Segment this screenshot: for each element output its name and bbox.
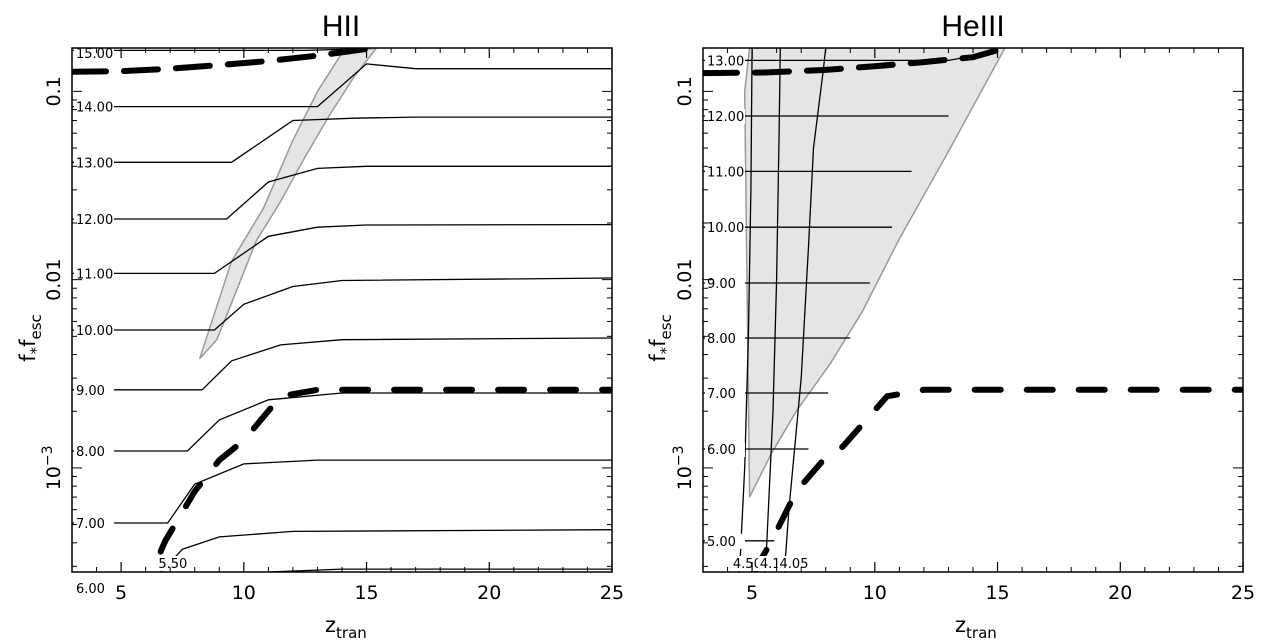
contour-label-bg: [74, 99, 114, 115]
x-tick-label-15: 15: [985, 582, 1009, 604]
contour-line-10.00: [72, 277, 612, 331]
x-tick-label-5: 5: [746, 582, 758, 604]
contour-label-14.00: 14.00: [76, 101, 113, 116]
contour-line-9.00: [72, 337, 612, 391]
contour-label-bg: [74, 382, 114, 398]
contour-label-8.00: 8.00: [76, 445, 105, 460]
x-tick-label-10: 10: [863, 582, 887, 604]
x-tick-label-10: 10: [232, 582, 256, 604]
contour-label-7.00: 7.00: [707, 387, 736, 402]
contour-label-9.00: 9.00: [76, 384, 105, 399]
contour-line-13.00: [72, 116, 612, 163]
contour-label-bg: [156, 556, 197, 571]
contour-label-bg: [74, 155, 114, 171]
x-tick-label-15: 15: [354, 582, 378, 604]
contour-label-6.00: 6.00: [76, 582, 105, 597]
x-axis-label-heiii: ztran: [955, 613, 997, 640]
contour-label-bg: [705, 53, 745, 69]
contour-label-bg: [777, 556, 818, 571]
y-tick-label-2: 10−3: [40, 445, 65, 490]
heiii-panel: HeIII ztran f*fesc 13.00 12.00 11.00 10.00 9…: [646, 10, 1255, 640]
contour-line-11.00: [72, 223, 612, 275]
y-tick-label-0: 0.1: [43, 76, 65, 106]
contour-label-bg: [74, 581, 114, 597]
contour-label-10.00: 10.00: [76, 324, 113, 339]
x-tick-label-25: 25: [600, 582, 624, 604]
y-axis-label-heiii: f*fesc: [646, 314, 675, 362]
contour-label-bg: [705, 109, 745, 125]
contour-label-bg: [705, 275, 745, 291]
plot-frame: [71, 47, 613, 573]
contour-label-bg: [705, 533, 745, 549]
x-tick-label-20: 20: [1108, 582, 1132, 604]
contour-line-8.00: [72, 392, 612, 452]
contour-label-9.00: 9.00: [707, 277, 736, 292]
contour-label-bg: [74, 211, 114, 227]
dashed-curve: [72, 48, 377, 75]
shaded-region: [198, 48, 378, 360]
x-tick-label-20: 20: [477, 582, 501, 604]
contour-label-bg: [705, 330, 745, 346]
hii-panel: HII ztran f*fesc 15.00 14.00 13.00 12.00 11.…: [16, 10, 624, 640]
contour-line-7.00: [72, 459, 612, 524]
plot-area: [703, 48, 1243, 572]
contour-line-6.00: [159, 529, 612, 572]
contour-label-bg: [705, 385, 745, 401]
contour-line-15.00: [72, 48, 355, 52]
contour-label-5.00: 5.00: [707, 535, 736, 550]
contour-line-14.00: [72, 63, 612, 108]
x-tick-label-25: 25: [1231, 582, 1255, 604]
contour-label-bg: [74, 323, 114, 339]
y-axis-label-hii: f*fesc: [16, 314, 45, 362]
contour-label-4.50: 4.50: [733, 557, 762, 572]
chart-title-heiii: HeIII: [941, 10, 1004, 43]
contour-label-bg: [74, 443, 114, 459]
y-tick-label-1: 0.01: [43, 259, 65, 301]
y-tick-label-0: 0.1: [674, 76, 696, 106]
contour-label-bg: [705, 164, 745, 180]
contour-label-bg: [705, 220, 745, 236]
contour-label-6.00: 6.00: [707, 443, 736, 458]
contour-label-bg: [74, 46, 114, 61]
contour-label-12.00: 12.00: [707, 110, 744, 125]
contour-label-4.05: 4.05: [780, 557, 809, 572]
contour-label-8.00: 8.00: [707, 332, 736, 347]
plot-area: [72, 48, 612, 572]
x-tick-label-5: 5: [115, 582, 127, 604]
dashed-curve: [703, 48, 1008, 77]
contour-line-4.50: [738, 48, 753, 572]
contour-line-12.00: [72, 165, 612, 220]
contour-label-bg: [74, 515, 114, 531]
contour-label-13.00: 13.00: [76, 156, 113, 171]
contour-label-13.00: 13.00: [707, 54, 744, 69]
y-tick-label-2: 10−3: [671, 445, 696, 490]
chart-title-hii: HII: [322, 10, 360, 43]
contour-label-5.50: 5.50: [158, 557, 187, 572]
x-axis-label-hii: ztran: [325, 613, 367, 640]
contour-label-bg: [74, 266, 114, 282]
contour-label-7.00: 7.00: [76, 517, 105, 532]
contour-label-bg: [705, 442, 745, 458]
shaded-region: [743, 48, 1006, 498]
contour-label-15.00: 15.00: [76, 47, 113, 62]
thick-curve: [72, 386, 612, 572]
contour-label-12.00: 12.00: [76, 213, 113, 228]
contour-label-11.00: 11.00: [76, 267, 113, 282]
y-tick-label-1: 0.01: [674, 259, 696, 301]
contour-label-11.00: 11.00: [707, 165, 744, 180]
contour-line-5.50: [263, 568, 612, 572]
contour-label-10.00: 10.00: [707, 221, 744, 236]
